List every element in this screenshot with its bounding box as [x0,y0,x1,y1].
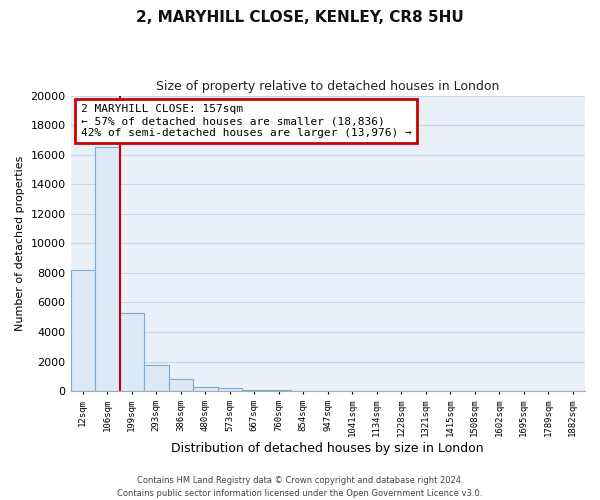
Bar [218,388,242,391]
Text: 2, MARYHILL CLOSE, KENLEY, CR8 5HU: 2, MARYHILL CLOSE, KENLEY, CR8 5HU [136,10,464,25]
Bar [242,390,266,391]
Bar [169,380,193,391]
Bar [144,364,169,391]
Bar [266,390,291,391]
Y-axis label: Number of detached properties: Number of detached properties [15,156,25,331]
Bar [95,148,119,391]
Bar [193,386,218,391]
Bar [119,313,144,391]
Title: Size of property relative to detached houses in London: Size of property relative to detached ho… [156,80,499,93]
Text: 2 MARYHILL CLOSE: 157sqm
← 57% of detached houses are smaller (18,836)
42% of se: 2 MARYHILL CLOSE: 157sqm ← 57% of detach… [81,104,412,138]
Text: Contains HM Land Registry data © Crown copyright and database right 2024.
Contai: Contains HM Land Registry data © Crown c… [118,476,482,498]
Bar [71,270,95,391]
X-axis label: Distribution of detached houses by size in London: Distribution of detached houses by size … [172,442,484,455]
